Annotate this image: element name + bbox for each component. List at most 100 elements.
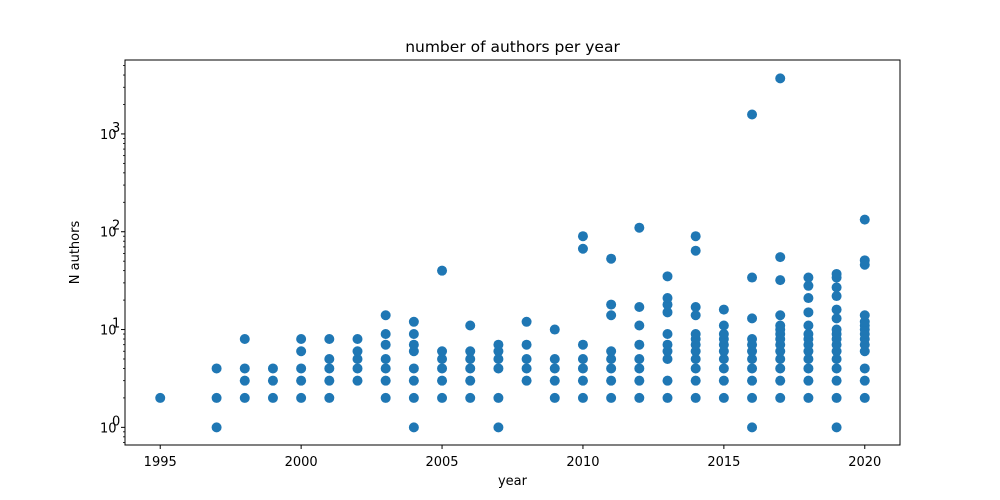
data-point: [577, 243, 588, 254]
data-point: [803, 280, 814, 291]
data-point: [408, 363, 419, 374]
x-tick-label: 2015: [707, 455, 740, 470]
chart-title: number of authors per year: [405, 38, 620, 56]
data-point: [352, 334, 363, 345]
data-point: [831, 375, 842, 386]
data-point: [521, 316, 532, 327]
data-point: [493, 363, 504, 374]
y-tick-label: 102: [100, 219, 120, 241]
data-point: [775, 320, 786, 331]
data-point: [211, 422, 222, 433]
y-tick-exponent: 3: [112, 121, 120, 136]
data-point: [831, 313, 842, 324]
data-point: [606, 363, 617, 374]
data-point: [267, 392, 278, 403]
data-point: [239, 375, 250, 386]
data-point: [831, 291, 842, 302]
data-point: [718, 392, 729, 403]
data-point: [577, 363, 588, 374]
data-point: [380, 392, 391, 403]
data-point: [747, 313, 758, 324]
x-tick-label: 2005: [425, 455, 458, 470]
y-tick-label: 103: [100, 121, 120, 143]
data-point: [634, 375, 645, 386]
data-point: [662, 307, 673, 318]
data-point: [831, 363, 842, 374]
data-point: [324, 334, 335, 345]
data-point: [380, 310, 391, 321]
data-point: [803, 307, 814, 318]
data-point: [747, 109, 758, 120]
data-point: [662, 375, 673, 386]
data-point: [296, 363, 307, 374]
y-tick-base: 10: [100, 324, 117, 339]
data-point: [352, 353, 363, 364]
data-point: [521, 375, 532, 386]
x-tick-label: 1995: [144, 455, 177, 470]
data-point: [465, 346, 476, 357]
data-point: [662, 271, 673, 282]
data-point: [747, 334, 758, 345]
x-tick-label: 2000: [285, 455, 318, 470]
y-tick-label: 100: [100, 414, 120, 436]
data-point: [352, 375, 363, 386]
data-point: [718, 363, 729, 374]
data-point: [775, 353, 786, 364]
data-point: [267, 375, 278, 386]
data-point: [493, 422, 504, 433]
data-point: [521, 353, 532, 364]
y-tick-base: 10: [100, 421, 117, 436]
data-point: [831, 324, 842, 335]
data-point: [408, 422, 419, 433]
data-point: [690, 245, 701, 256]
data-point: [380, 329, 391, 340]
y-tick-label: 101: [100, 317, 120, 339]
data-point: [296, 346, 307, 357]
data-point: [690, 392, 701, 403]
data-point: [493, 339, 504, 350]
data-point: [690, 310, 701, 321]
data-point: [859, 363, 870, 374]
x-axis-label: year: [498, 474, 528, 489]
data-point: [775, 252, 786, 263]
data-point: [747, 272, 758, 283]
x-tick-label: 2020: [848, 455, 881, 470]
y-tick-exponent: 0: [112, 414, 120, 429]
data-point: [380, 353, 391, 364]
data-point: [747, 392, 758, 403]
data-point: [239, 392, 250, 403]
data-point: [606, 392, 617, 403]
data-point: [549, 324, 560, 335]
data-point: [296, 334, 307, 345]
data-point: [437, 392, 448, 403]
data-point: [606, 299, 617, 310]
data-point: [690, 302, 701, 312]
data-point: [718, 375, 729, 386]
data-point: [831, 268, 842, 279]
data-point: [155, 392, 166, 403]
data-point: [493, 353, 504, 364]
data-point: [465, 353, 476, 364]
data-point: [803, 293, 814, 304]
data-point: [859, 375, 870, 386]
y-tick-base: 10: [100, 128, 117, 143]
data-point: [324, 363, 335, 374]
data-point: [634, 363, 645, 374]
data-point: [549, 392, 560, 403]
data-point: [803, 353, 814, 364]
data-point: [606, 375, 617, 386]
data-point: [380, 375, 391, 386]
data-points: [155, 73, 870, 433]
data-point: [577, 339, 588, 350]
data-point: [577, 375, 588, 386]
data-point: [352, 363, 363, 374]
data-point: [718, 329, 729, 340]
data-point: [380, 339, 391, 350]
data-point: [775, 275, 786, 286]
data-point: [803, 363, 814, 374]
data-point: [747, 353, 758, 364]
data-point: [465, 375, 476, 386]
data-point: [493, 392, 504, 403]
data-point: [662, 293, 673, 304]
